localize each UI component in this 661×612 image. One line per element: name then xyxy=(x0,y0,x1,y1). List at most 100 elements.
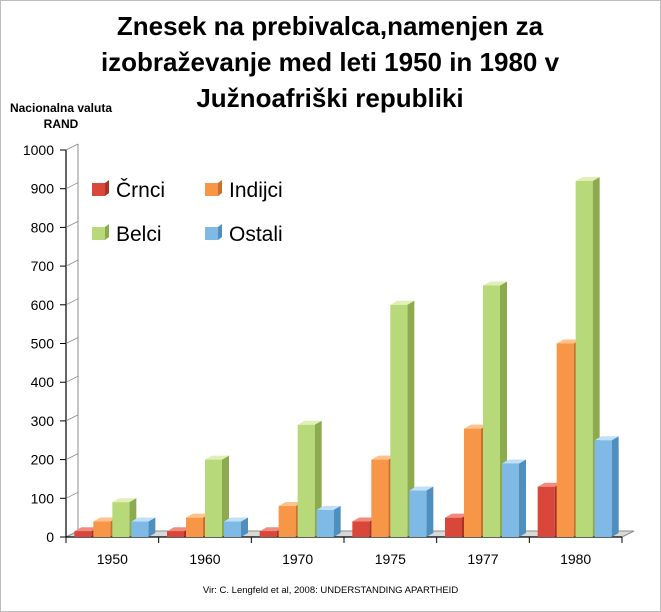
bar-1975-0-top xyxy=(352,517,377,522)
y-tick-label: 600 xyxy=(31,297,55,313)
bar-1980-1-top xyxy=(556,339,581,344)
bar-1970-3-side xyxy=(333,505,341,537)
y-tick-depth xyxy=(65,491,79,499)
bar-1980-1 xyxy=(556,343,574,537)
bar-1960-3-top xyxy=(224,517,248,522)
legend-label: Črnci xyxy=(116,179,165,202)
bar-1980-0-top xyxy=(537,482,562,487)
bar-1960-1 xyxy=(186,517,203,537)
bar-1977-2-top xyxy=(483,281,507,286)
bar-1970-1 xyxy=(278,506,296,537)
bar-1960-3-side xyxy=(241,517,248,537)
bar-1977-1-top xyxy=(464,424,488,429)
y-tick-depth xyxy=(65,414,79,422)
bar-1980-2-top xyxy=(575,176,600,181)
x-tick-label: 1980 xyxy=(560,551,591,567)
x-tick-label: 1950 xyxy=(97,551,128,567)
bar-1977-3 xyxy=(502,463,519,537)
legend-label: Belci xyxy=(116,223,162,246)
bar-1950-1-top xyxy=(93,517,118,522)
title-line-2: izobraževanje med leti 1950 in 1980 v xyxy=(100,47,560,77)
bar-1950-3-top xyxy=(131,517,156,522)
legend-label: Ostali xyxy=(229,223,283,246)
y-tick-label: 0 xyxy=(46,529,54,545)
x-tick-label: 1977 xyxy=(467,551,498,567)
bar-1960-0 xyxy=(167,531,184,537)
bar-1970-1-top xyxy=(278,502,303,507)
bar-1975-2-side xyxy=(407,300,415,537)
bar-1975-1-top xyxy=(371,455,396,460)
y-tick-label: 300 xyxy=(31,413,55,429)
title-line-3: Južnoafriški republiki xyxy=(196,83,464,113)
bar-1980-3-side xyxy=(611,436,619,537)
bar-1970-2-top xyxy=(297,420,322,425)
bar-1975-3-top xyxy=(409,486,434,491)
y-axis-label: Nacionalna valuta RAND xyxy=(6,100,116,132)
bar-1980-0 xyxy=(537,486,555,537)
y-tick-label: 700 xyxy=(31,258,55,274)
bar-1950-1 xyxy=(93,521,111,537)
legend-swatch-side xyxy=(218,180,222,196)
bar-1960-2 xyxy=(205,459,222,537)
y-tick-label: 100 xyxy=(31,490,55,506)
y-tick-label: 900 xyxy=(31,181,55,197)
y-tick-label: 200 xyxy=(31,452,55,468)
bar-1950-2 xyxy=(112,502,130,537)
bar-1960-3 xyxy=(224,521,241,537)
y-tick-label: 500 xyxy=(31,336,55,352)
bar-1950-3-side xyxy=(148,517,156,537)
y-axis-label-line-1: Nacionalna valuta xyxy=(9,101,113,115)
legend-swatch xyxy=(205,227,218,240)
legend-swatch-side xyxy=(105,180,109,196)
bar-1975-2 xyxy=(390,304,408,537)
y-axis-label-line-2: RAND xyxy=(43,117,79,131)
bar-1960-2-top xyxy=(205,455,229,460)
bar-1960-1-top xyxy=(186,513,210,518)
y-tick-depth xyxy=(65,221,79,228)
y-tick-depth xyxy=(65,259,79,267)
y-tick-label: 800 xyxy=(31,219,55,235)
bar-1977-0 xyxy=(445,517,462,537)
title-line-1: Znesek na prebivalca,namenjen za xyxy=(116,11,544,41)
bar-1960-0-top xyxy=(167,527,191,532)
bar-1980-3 xyxy=(594,440,612,537)
y-tick-depth xyxy=(65,453,79,460)
bar-1960-2-side xyxy=(222,455,229,537)
bar-1970-0 xyxy=(259,531,277,537)
bar-1970-3 xyxy=(316,509,334,537)
bar-1970-2 xyxy=(297,424,315,537)
legend-swatch xyxy=(92,183,105,196)
y-tick-label: 1000 xyxy=(23,142,54,158)
bar-1975-3 xyxy=(409,490,427,537)
bar-1980-2 xyxy=(575,180,593,537)
legend-swatch xyxy=(205,183,218,196)
y-tick-label: 400 xyxy=(31,374,55,390)
bar-1975-3-side xyxy=(426,486,434,537)
y-tick-depth xyxy=(65,375,79,383)
bar-1977-0-top xyxy=(445,513,469,518)
bar-1950-0-top xyxy=(74,527,99,532)
y-tick-depth xyxy=(65,182,79,190)
bar-1977-3-side xyxy=(519,459,526,537)
chart-title: Znesek na prebivalca,namenjen za izobraž… xyxy=(80,8,580,116)
legend-label: Indijci xyxy=(229,179,283,202)
x-tick-label: 1970 xyxy=(282,551,313,567)
bar-1977-3-top xyxy=(502,459,526,464)
legend-swatch-side xyxy=(218,224,222,240)
bar-1970-0-top xyxy=(259,527,284,532)
x-tick-label: 1975 xyxy=(375,551,406,567)
source-note: Vir: C. Lengfeld et al, 2008: UNDERSTAND… xyxy=(202,585,459,596)
bar-1977-2 xyxy=(483,285,500,537)
bar-1975-0 xyxy=(352,521,370,537)
legend-swatch-side xyxy=(105,224,109,240)
y-tick-depth xyxy=(65,337,79,344)
bar-1970-3-top xyxy=(316,505,341,510)
bar-1970-2-side xyxy=(314,420,322,537)
bar-1950-0 xyxy=(74,531,92,537)
bar-1977-1 xyxy=(464,428,481,537)
bar-1975-2-top xyxy=(390,300,415,305)
legend-swatch xyxy=(92,227,105,240)
bar-1950-3 xyxy=(131,521,149,537)
bar-1975-1 xyxy=(371,459,389,537)
